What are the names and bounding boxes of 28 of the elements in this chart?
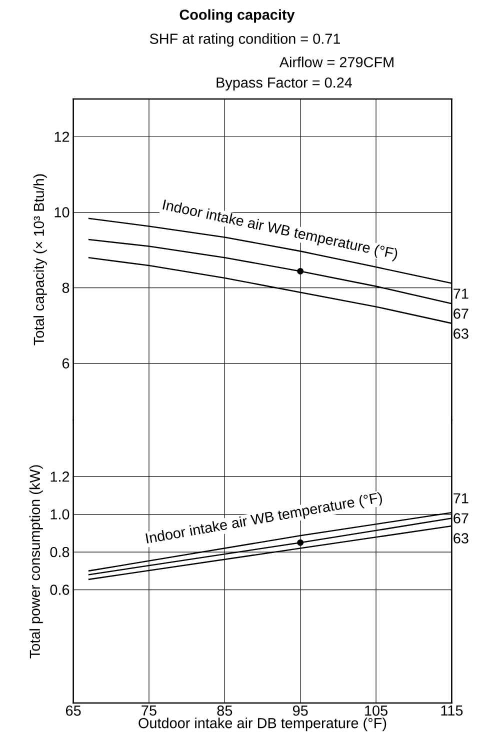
x-tick-label: 115 bbox=[441, 706, 463, 716]
chart-title: Cooling capacity bbox=[180, 9, 295, 23]
x-axis-title: Outdoor intake air DB temperature (°F) bbox=[138, 718, 386, 732]
series-label: 71 bbox=[454, 493, 468, 504]
y-axis-title: Total capacity (× 10³ Btu/h) bbox=[33, 174, 47, 346]
x-tick-label: 75 bbox=[142, 706, 156, 716]
y-tick-label: 1.0 bbox=[50, 509, 70, 520]
y-tick-label: 10 bbox=[54, 207, 70, 218]
annotation: Indoor intake air WB temperature (°F) bbox=[146, 492, 382, 544]
text: Airflow = 279CFM bbox=[279, 56, 394, 68]
y-tick-label: 6 bbox=[62, 358, 70, 368]
y-tick-label: 8 bbox=[62, 282, 70, 293]
x-tick-label: 65 bbox=[66, 706, 81, 716]
x-tick-label: 105 bbox=[365, 706, 388, 716]
y-tick-label: 0.6 bbox=[50, 584, 70, 595]
series-label: 67 bbox=[454, 513, 468, 524]
text: Bypass Factor = 0.24 bbox=[216, 77, 352, 91]
x-tick-label: 95 bbox=[292, 706, 308, 716]
y-tick-label: 12 bbox=[54, 132, 70, 142]
series-label: 67 bbox=[454, 308, 468, 319]
series-label: 63 bbox=[454, 328, 468, 339]
x-tick-label: 85 bbox=[217, 706, 232, 716]
y-axis-title: Total power consumption (kW) bbox=[29, 465, 43, 658]
series-label: 71 bbox=[454, 288, 468, 299]
y-tick-label: 0.8 bbox=[50, 546, 70, 558]
series-label: 63 bbox=[454, 533, 468, 544]
text: SHF at rating condition = 0.71 bbox=[150, 33, 340, 47]
y-tick-label: 1.2 bbox=[50, 472, 70, 482]
